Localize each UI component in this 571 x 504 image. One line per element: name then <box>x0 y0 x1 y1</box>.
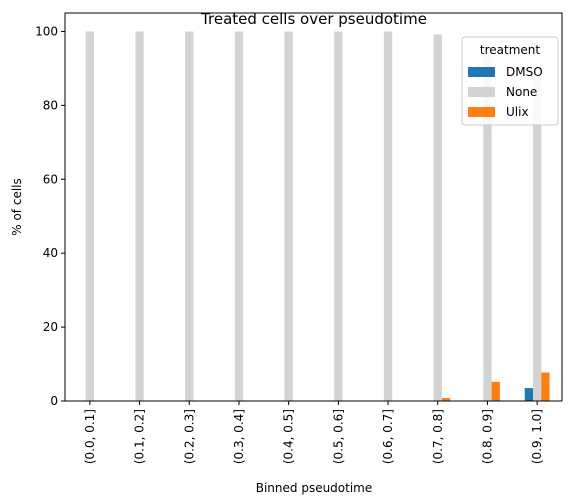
legend-label-dmso: DMSO <box>506 65 543 79</box>
x-tick-label: (0.4, 0.5] <box>282 409 296 464</box>
y-tick-label: 0 <box>50 394 58 408</box>
x-tick-label: (0.3, 0.4] <box>232 409 246 464</box>
x-tick-label: (0.8, 0.9] <box>480 409 494 464</box>
bar-none-2 <box>135 31 144 401</box>
bar-none-10 <box>533 72 542 402</box>
bar-none-1 <box>85 31 94 401</box>
x-tick-label: (0.9, 1.0] <box>530 409 544 464</box>
legend-swatch-dmso <box>468 67 495 77</box>
y-tick-label: 20 <box>43 320 58 334</box>
y-tick-label: 80 <box>43 98 58 112</box>
bar-none-5 <box>284 31 293 401</box>
bar-none-8 <box>433 34 442 402</box>
legend-swatch-none <box>468 87 495 97</box>
plot-bars <box>85 31 550 402</box>
x-tick-label: (0.7, 0.8] <box>431 409 445 464</box>
x-tick-label: (0.2, 0.3] <box>182 409 196 464</box>
y-axis-label: % of cells <box>10 178 24 236</box>
legend-swatch-ulix <box>468 107 495 117</box>
x-tick-label: (0.1, 0.2] <box>133 409 147 464</box>
bar-none-6 <box>334 31 343 401</box>
plot-frame <box>64 12 563 402</box>
legend: treatment DMSO None Ulix <box>461 36 559 126</box>
bar-none-7 <box>383 31 393 401</box>
legend-items: DMSO None Ulix <box>468 65 543 119</box>
y-tick-label: 100 <box>35 24 58 38</box>
y-tick-label: 40 <box>43 246 58 260</box>
bar-none-9 <box>483 50 492 401</box>
y-tick-label: 60 <box>43 172 58 186</box>
legend-title: treatment <box>480 43 540 57</box>
legend-box <box>461 36 559 126</box>
x-tick-label: (0.0, 0.1] <box>83 409 97 464</box>
bar-dmso-10 <box>524 388 534 401</box>
x-axis-label: Binned pseudotime <box>256 481 373 495</box>
x-axis-ticks: (0.0, 0.1] (0.1, 0.2] (0.2, 0.3] (0.3, 0.4]… <box>83 401 544 464</box>
bar-none-3 <box>185 31 194 401</box>
legend-label-ulix: Ulix <box>506 105 529 119</box>
legend-label-none: None <box>506 85 537 99</box>
x-tick-label: (0.6, 0.7] <box>381 409 395 464</box>
x-tick-label: (0.5, 0.6] <box>331 409 345 464</box>
bar-none-4 <box>234 31 244 401</box>
chart-title: Treated cells over pseudotime <box>200 10 427 28</box>
bar-ulix-8 <box>441 398 451 401</box>
bar-ulix-9 <box>491 381 500 401</box>
y-axis-ticks: 0 20 40 60 80 100 <box>35 24 65 408</box>
bar-ulix-10 <box>541 372 550 401</box>
